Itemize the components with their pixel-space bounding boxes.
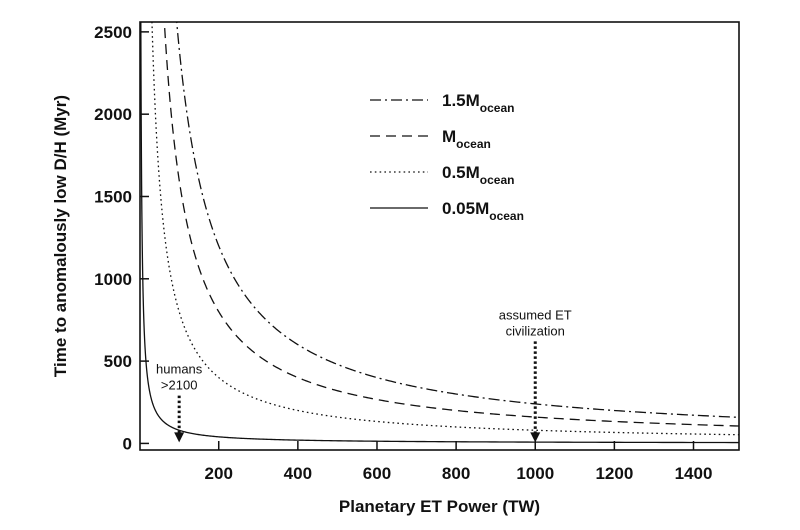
x-tick-label: 400 <box>284 464 312 483</box>
annotation-text-0: >2100 <box>161 378 198 393</box>
plot-frame <box>139 21 740 451</box>
annotation-arrow-head-0 <box>174 432 185 443</box>
y-axis-ticks: 0 500 1000 1500 2000 2500 <box>94 23 149 453</box>
annotation-arrow-head-1 <box>530 432 541 443</box>
x-tick-label: 600 <box>363 464 391 483</box>
x-tick-label: 800 <box>442 464 470 483</box>
y-tick-label: 500 <box>104 352 132 371</box>
series-line-1 <box>163 22 739 427</box>
x-tick-label: 1000 <box>516 464 554 483</box>
y-tick-label: 2000 <box>94 105 132 124</box>
y-tick-label: 1000 <box>94 270 132 289</box>
legend-label-subscript: ocean <box>456 137 491 151</box>
x-tick-label: 200 <box>205 464 233 483</box>
legend-label-subscript: ocean <box>480 173 515 187</box>
legend-label-subscript: ocean <box>480 101 515 115</box>
annotation-text-1: assumed ET <box>499 307 572 322</box>
series-curves <box>140 22 739 444</box>
x-axis-ticks: 200 400 600 800 1000 1200 1400 <box>205 441 713 483</box>
series-line-2 <box>151 22 739 436</box>
x-axis-title: Planetary ET Power (TW) <box>339 497 540 516</box>
annotation-text-1: civilization <box>506 323 565 338</box>
annotation-text-0: humans <box>156 362 203 377</box>
y-tick-label: 2500 <box>94 23 132 42</box>
y-tick-label: 0 <box>123 434 132 453</box>
plot-area <box>139 21 740 451</box>
y-axis-title: Time to anomalously low D/H (Myr) <box>51 95 70 377</box>
legend-label-2: 0.5Mocean <box>442 163 514 187</box>
series-line-0 <box>176 22 739 418</box>
y-tick-label: 1500 <box>94 187 132 206</box>
legend: 1.5Mocean Mocean 0.5Mocean 0.05Mocean <box>370 91 524 223</box>
series-line-3 <box>140 22 739 444</box>
x-tick-label: 1400 <box>675 464 713 483</box>
x-tick-label: 1200 <box>595 464 633 483</box>
legend-label-0: 1.5Mocean <box>442 91 514 115</box>
legend-label-subscript: ocean <box>489 209 524 223</box>
legend-label-3: 0.05Mocean <box>442 199 524 223</box>
legend-label-1: Mocean <box>442 127 491 151</box>
